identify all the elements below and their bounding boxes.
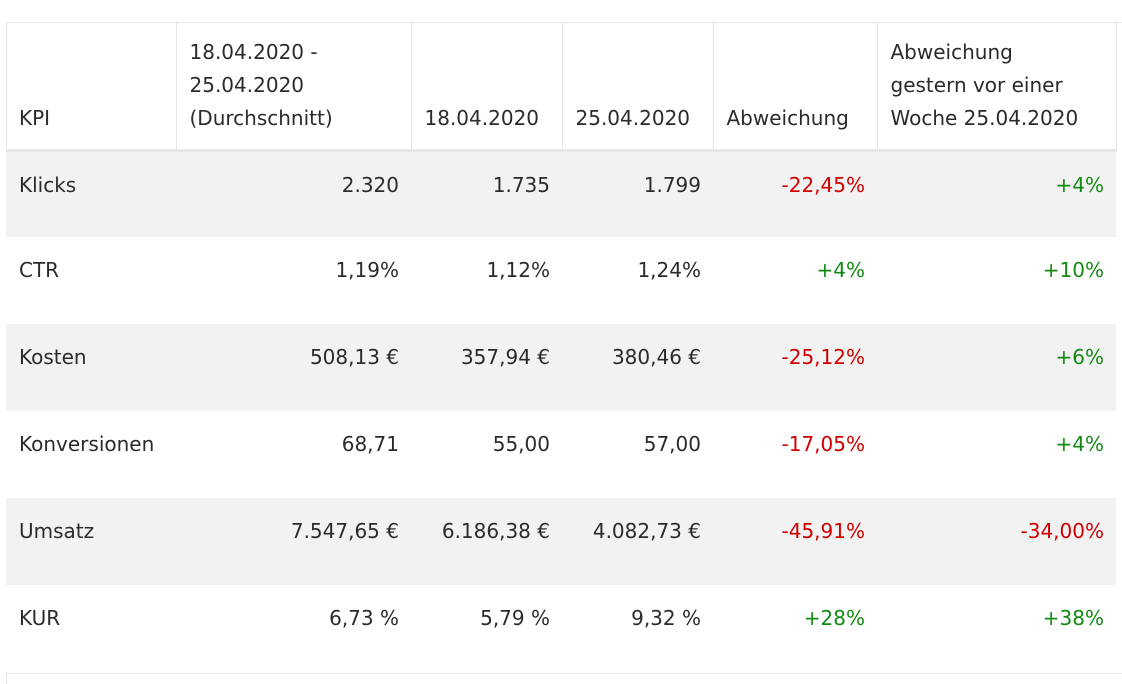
table-row: Klicks 2.320 1.735 1.799 -22,45% +4% xyxy=(6,150,1116,237)
deviation-value: +28% xyxy=(713,585,877,672)
date-2-value: 57,00 xyxy=(562,411,713,498)
table-body: Klicks 2.320 1.735 1.799 -22,45% +4% CTR… xyxy=(6,150,1116,672)
table-row: Konversionen 68,71 55,00 57,00 -17,05% +… xyxy=(6,411,1116,498)
deviation-value: +4% xyxy=(713,237,877,324)
kpi-label: Klicks xyxy=(6,150,176,237)
kpi-label: Konversionen xyxy=(6,411,176,498)
table-header: KPI 18.04.2020 - 25.04.2020 (Durchschnit… xyxy=(6,22,1117,152)
average-value: 6,73 % xyxy=(176,585,411,672)
date-1-value: 1.735 xyxy=(411,150,562,237)
average-value: 7.547,65 € xyxy=(176,498,411,585)
average-value: 508,13 € xyxy=(176,324,411,411)
header-row: KPI 18.04.2020 - 25.04.2020 (Durchschnit… xyxy=(6,22,1117,152)
header-deviation-week-text: Abweichung gestern vor einer Woche 25.04… xyxy=(890,39,1079,130)
date-2-value: 4.082,73 € xyxy=(562,498,713,585)
deviation-week-value: +4% xyxy=(877,411,1116,498)
header-date-1: 18.04.2020 xyxy=(411,22,563,152)
deviation-week-value: +38% xyxy=(877,585,1116,672)
kpi-label: Kosten xyxy=(6,324,176,411)
header-deviation-week: Abweichung gestern vor einer Woche 25.04… xyxy=(877,22,1117,152)
header-kpi: KPI xyxy=(6,22,177,152)
date-1-value: 6.186,38 € xyxy=(411,498,562,585)
date-2-value: 1.799 xyxy=(562,150,713,237)
header-average-period: 18.04.2020 - 25.04.2020 (Durchschnitt) xyxy=(176,22,412,152)
deviation-week-value: -34,00% xyxy=(877,498,1116,585)
deviation-value: -45,91% xyxy=(713,498,877,585)
date-1-value: 1,12% xyxy=(411,237,562,324)
table-row: Kosten 508,13 € 357,94 € 380,46 € -25,12… xyxy=(6,324,1116,411)
header-average-period-text: 18.04.2020 - 25.04.2020 (Durchschnitt) xyxy=(189,39,333,130)
table-row: Umsatz 7.547,65 € 6.186,38 € 4.082,73 € … xyxy=(6,498,1116,585)
deviation-week-value: +10% xyxy=(877,237,1116,324)
average-value: 1,19% xyxy=(176,237,411,324)
kpi-label: CTR xyxy=(6,237,176,324)
date-2-value: 1,24% xyxy=(562,237,713,324)
deviation-value: -25,12% xyxy=(713,324,877,411)
average-value: 2.320 xyxy=(176,150,411,237)
kpi-label: KUR xyxy=(6,585,176,672)
kpi-label: Umsatz xyxy=(6,498,176,585)
header-deviation: Abweichung xyxy=(713,22,878,152)
date-2-value: 9,32 % xyxy=(562,585,713,672)
date-1-value: 5,79 % xyxy=(411,585,562,672)
deviation-value: -17,05% xyxy=(713,411,877,498)
deviation-week-value: +6% xyxy=(877,324,1116,411)
deviation-value: -22,45% xyxy=(713,150,877,237)
header-date-2: 25.04.2020 xyxy=(562,22,714,152)
table-row: CTR 1,19% 1,12% 1,24% +4% +10% xyxy=(6,237,1116,324)
date-2-value: 380,46 € xyxy=(562,324,713,411)
kpi-table: KPI 18.04.2020 - 25.04.2020 (Durchschnit… xyxy=(6,22,1117,672)
date-1-value: 55,00 xyxy=(411,411,562,498)
table-row: KUR 6,73 % 5,79 % 9,32 % +28% +38% xyxy=(6,585,1116,672)
deviation-week-value: +4% xyxy=(877,150,1116,237)
date-1-value: 357,94 € xyxy=(411,324,562,411)
average-value: 68,71 xyxy=(176,411,411,498)
table-bottom-divider xyxy=(6,673,1122,674)
